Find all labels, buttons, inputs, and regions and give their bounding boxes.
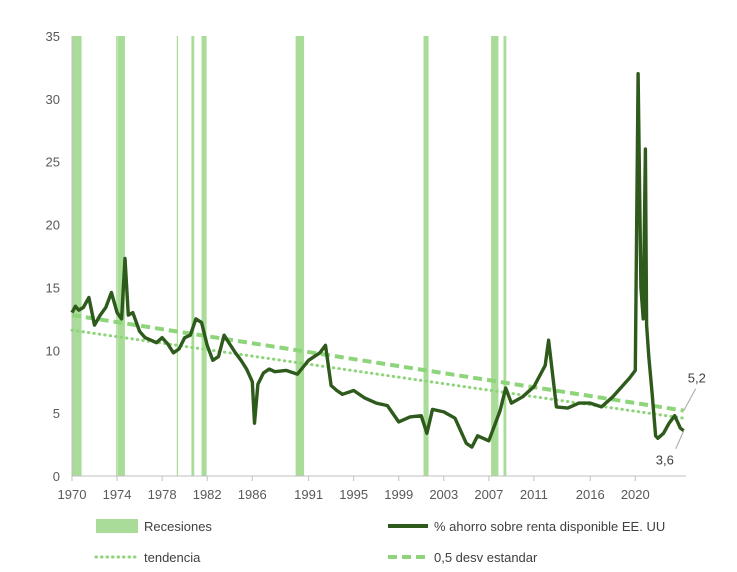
legend-label-sd: 0,5 desv estandar: [434, 550, 538, 565]
annotation-label-5-2: 5,2: [688, 371, 706, 386]
x-tick-label: 1974: [103, 487, 132, 502]
x-tick-label: 1982: [193, 487, 222, 502]
y-tick-label: 35: [46, 29, 60, 44]
y-tick-label: 0: [53, 469, 60, 484]
x-tick-label: 2016: [576, 487, 605, 502]
x-tick-label: 1970: [58, 487, 87, 502]
recession-bands: [72, 36, 507, 476]
recession-band-1: [72, 36, 82, 476]
legend-label-trend: tendencia: [144, 550, 201, 565]
recession-band-5: [191, 36, 195, 476]
legend-swatch-recessions: [96, 519, 138, 533]
recession-band-7: [295, 36, 305, 476]
y-tick-label: 10: [46, 343, 60, 358]
x-tick-label: 1986: [238, 487, 267, 502]
x-tick-label: 1995: [339, 487, 368, 502]
recession-band-9: [491, 36, 499, 476]
x-tick-label: 2007: [474, 487, 503, 502]
y-tick-labels: 0 5 10 15 20 25 30 35: [46, 29, 60, 484]
series-lines: [70, 71, 686, 449]
x-tick-label: 1991: [294, 487, 323, 502]
y-tick-label: 5: [53, 406, 60, 421]
y-tick-label: 20: [46, 218, 60, 233]
savings-rate-line: [70, 71, 685, 449]
legend-label-savings: % ahorro sobre renta disponible EE. UU: [434, 519, 665, 534]
trend-line: [70, 328, 686, 420]
annotation-leader-3-6: [675, 430, 685, 449]
recession-band-10: [503, 36, 507, 476]
x-tick-label: 1999: [384, 487, 413, 502]
axes: [71, 36, 686, 477]
x-tick-label: 2011: [520, 487, 548, 502]
y-tick-label: 25: [46, 155, 60, 170]
x-tick-labels: 1970 1974 1978 1982 1986 1991 1995 1999 2003 2007…: [58, 476, 650, 502]
legend: Recesiones % ahorro sobre renta disponib…: [94, 519, 665, 565]
recession-band-6: [201, 36, 207, 476]
recession-band-3: [117, 36, 125, 476]
x-tick-label: 2003: [429, 487, 458, 502]
recession-band-2: [116, 36, 118, 476]
annotations: 5,2 3,6: [656, 371, 706, 468]
y-tick-label: 15: [46, 280, 60, 295]
half-sd-line: [71, 313, 685, 413]
recession-band-4: [176, 36, 178, 476]
annotation-label-3-6: 3,6: [656, 453, 674, 468]
x-tick-label: 2020: [621, 487, 650, 502]
y-tick-label: 30: [46, 92, 60, 107]
recession-band-8: [423, 36, 429, 476]
legend-label-recessions: Recesiones: [144, 519, 212, 534]
annotation-leader-5-2: [683, 388, 697, 411]
x-tick-label: 1978: [148, 487, 177, 502]
